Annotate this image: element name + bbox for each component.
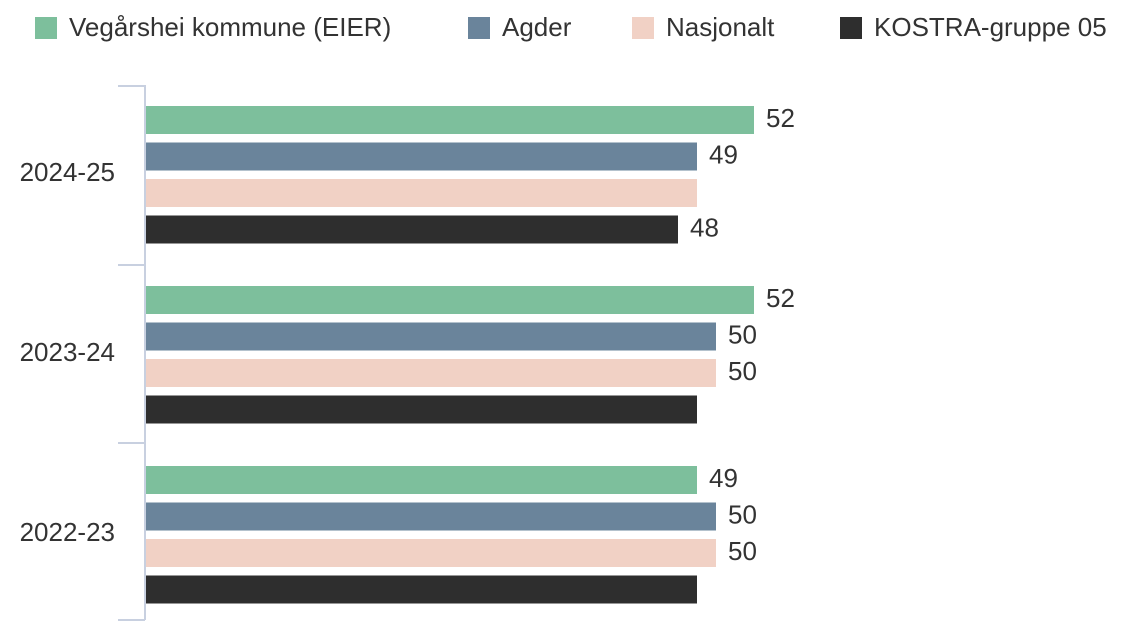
legend-swatch — [632, 17, 654, 39]
legend-swatch — [468, 17, 490, 39]
bar — [146, 106, 754, 134]
category-label: 2022-23 — [20, 517, 115, 547]
bar — [146, 466, 697, 494]
data-label: 50 — [728, 536, 757, 566]
legend-label: Nasjonalt — [666, 12, 775, 42]
data-label: 52 — [766, 283, 795, 313]
data-label: 50 — [728, 356, 757, 386]
bar — [146, 575, 697, 604]
legend-label: KOSTRA-gruppe 05 — [874, 12, 1107, 42]
legend-label: Vegårshei kommune (EIER) — [69, 12, 391, 42]
data-label: 48 — [690, 212, 719, 242]
bar — [146, 539, 716, 567]
bar — [146, 142, 697, 171]
bar — [146, 502, 716, 531]
legend-label: Agder — [502, 12, 572, 42]
data-label: 50 — [728, 319, 757, 349]
bar — [146, 179, 697, 207]
bar — [146, 286, 754, 314]
bar — [146, 215, 678, 244]
data-label: 49 — [709, 139, 738, 169]
category-label: 2023-24 — [20, 337, 115, 367]
legend-swatch — [840, 17, 862, 39]
data-label: 49 — [709, 463, 738, 493]
data-label: 52 — [766, 103, 795, 133]
bar — [146, 322, 716, 351]
bar — [146, 359, 716, 387]
legend-swatch — [35, 17, 57, 39]
category-label: 2024-25 — [20, 157, 115, 187]
data-label: 50 — [728, 499, 757, 529]
bar — [146, 395, 697, 424]
